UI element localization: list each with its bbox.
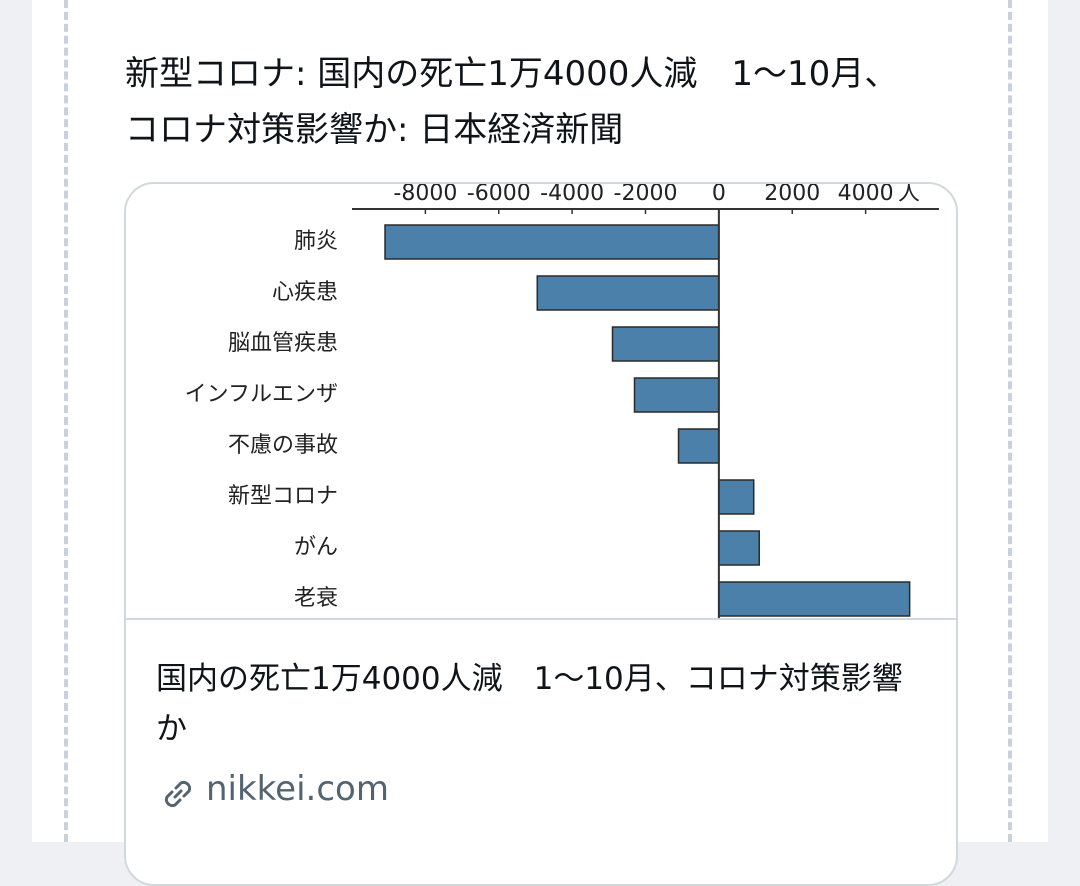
y-tick-label: 脳血管疾患	[228, 331, 338, 356]
x-tick-label: -6000	[467, 184, 531, 206]
divider	[126, 618, 956, 620]
post-title: 新型コロナ: 国内の死亡1万4000人減 1〜10月、コロナ対策影響か: 日本経…	[125, 54, 899, 150]
y-tick-label: インフルエンザ	[185, 382, 338, 407]
y-tick-label: 老衰	[294, 586, 338, 611]
x-unit: 人	[898, 184, 920, 206]
y-tick-label: 新型コロナ	[228, 484, 338, 509]
bar	[718, 581, 911, 617]
link-icon	[164, 780, 192, 808]
border	[1008, 0, 1012, 842]
y-tick-label: がん	[294, 535, 338, 560]
x-tick-label: 2000	[764, 184, 820, 206]
bar	[384, 224, 720, 260]
x-tick-label: -2000	[614, 184, 678, 206]
page: 新型コロナ: 国内の死亡1万4000人減 1〜10月、コロナ対策影響か: 日本経…	[32, 0, 1048, 886]
link-card[interactable]: -8000 -6000 -4000 -2000 0 2000 4000 人肺炎心疾患脳血管疾患…	[124, 182, 958, 886]
x-tick-label: -4000	[540, 184, 604, 206]
y-tick-label: 肺炎	[294, 229, 338, 254]
x-tick-label: 4000	[838, 184, 894, 206]
y-tick-label: 不慮の事故	[228, 433, 338, 458]
card-domain[interactable]: nikkei.com	[206, 769, 389, 809]
bar	[718, 479, 755, 515]
card-title: 国内の死亡1万4000人減 1〜10月、コロナ対策影響か	[156, 661, 903, 747]
bar	[633, 377, 720, 413]
x-tick-label: -8000	[393, 184, 457, 206]
x-tick-label: 0	[712, 184, 726, 206]
bar	[718, 530, 760, 566]
bar	[536, 275, 720, 311]
bar	[611, 326, 720, 362]
bar	[677, 428, 720, 464]
border	[64, 0, 68, 842]
chart: -8000 -6000 -4000 -2000 0 2000 4000 人肺炎心疾患脳血管疾患…	[185, 184, 939, 620]
y-tick-label: 心疾患	[272, 280, 338, 305]
